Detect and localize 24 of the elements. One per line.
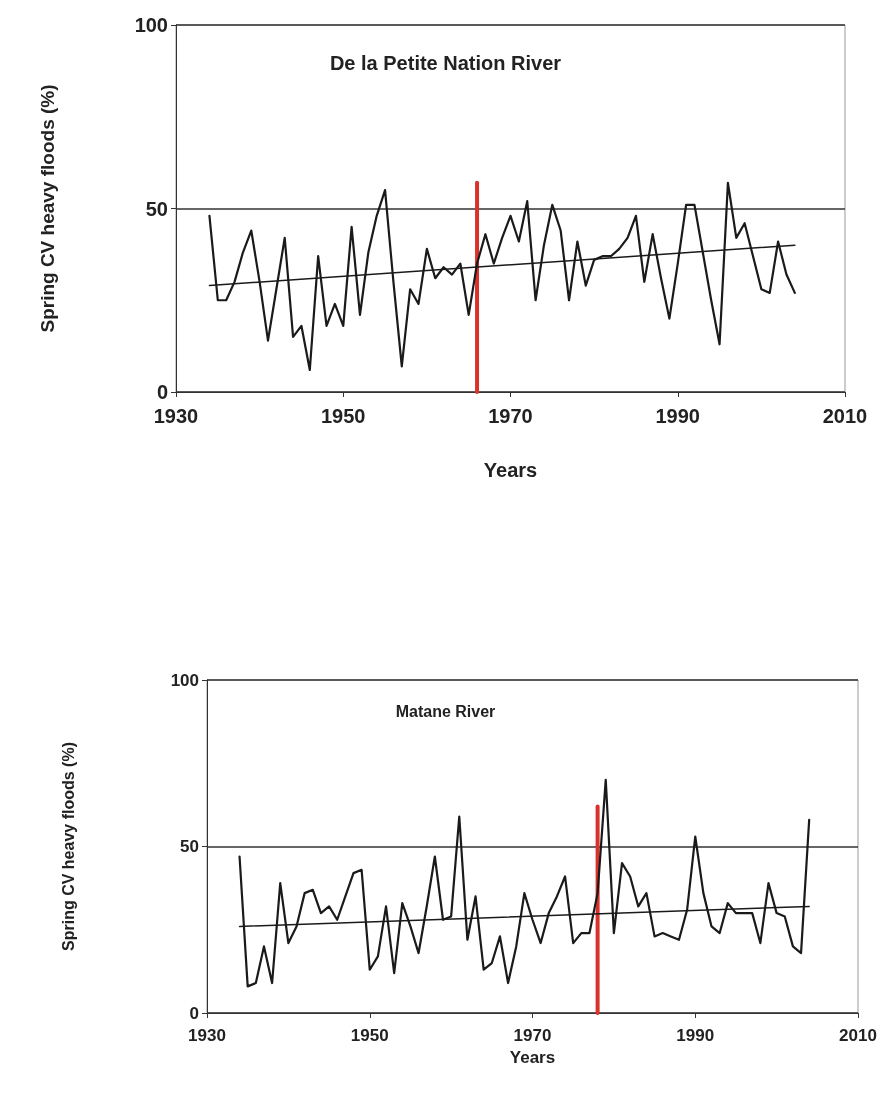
x-tick-label: 1990: [676, 1026, 715, 1045]
x-tick-label: 1950: [350, 1026, 389, 1045]
line-series: [238, 778, 811, 988]
x-tick-label: 1930: [188, 1026, 226, 1045]
x-tick-label: 2010: [822, 405, 868, 427]
y-tick-label: 100: [134, 14, 168, 36]
y-axis-title: Spring CV heavy floods (%): [59, 742, 77, 951]
y-axis-title: Spring CV heavy floods (%): [36, 84, 58, 333]
x-tick-label: 2010: [839, 1026, 877, 1045]
y-tick-label: 0: [156, 381, 168, 403]
x-axis-title: Years: [509, 1048, 556, 1067]
x-tick-label: 1930: [153, 405, 199, 427]
y-tick-label: 0: [189, 1003, 199, 1023]
y-tick-label: 50: [145, 197, 168, 220]
line-series: [208, 181, 796, 372]
y-tick-label: 50: [180, 837, 199, 856]
y-tick-label: 100: [170, 670, 199, 690]
x-tick-label: 1970: [513, 1026, 552, 1045]
x-axis-title: Years: [483, 459, 538, 481]
text: De la Petite Nation River: [329, 52, 562, 74]
x-tick-label: 1990: [655, 405, 700, 427]
text: Matane River: [395, 702, 496, 720]
x-tick-label: 1970: [488, 405, 533, 427]
x-tick-label: 1950: [321, 405, 366, 427]
